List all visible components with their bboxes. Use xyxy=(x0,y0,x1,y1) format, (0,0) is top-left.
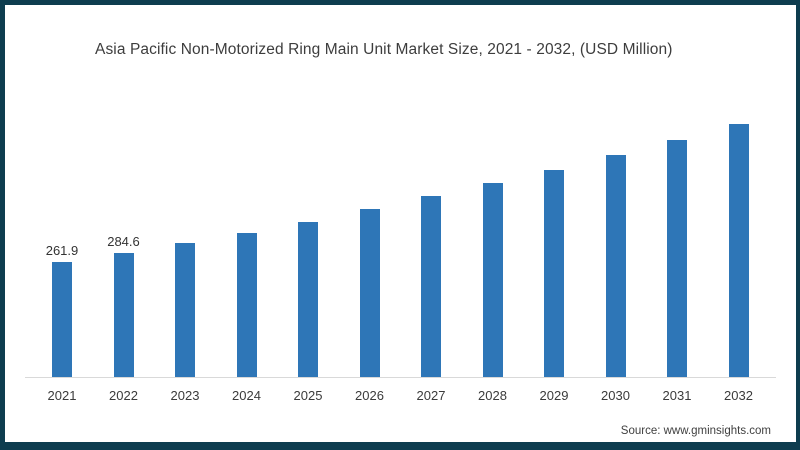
x-axis-label-2031: 2031 xyxy=(662,388,692,403)
x-axis-label-2032: 2032 xyxy=(724,388,753,403)
bar-2026 xyxy=(359,209,380,377)
x-axis-label-2029: 2029 xyxy=(539,388,569,403)
x-axis-line xyxy=(25,377,776,378)
source-text: Source: www.gminsights.com xyxy=(620,425,771,437)
x-axis-label-2027: 2027 xyxy=(416,388,446,403)
bar-2023 xyxy=(175,243,195,377)
plot-area: 2021 261.9 2022 284.6 2023 2024 2025 2026 2027 20… xyxy=(5,5,796,442)
x-axis-label-2025: 2025 xyxy=(293,388,323,403)
x-axis-label-2026: 2026 xyxy=(355,388,384,403)
bar-value-label-2022: 284.6 xyxy=(107,234,140,249)
bar-2024 xyxy=(236,233,257,377)
x-axis-label-2021: 2021 xyxy=(47,388,77,403)
bar-2032 xyxy=(728,124,749,377)
chart-title: Asia Pacific Non-Motorized Ring Main Uni… xyxy=(95,41,673,58)
x-axis-label-2023: 2023 xyxy=(170,388,200,403)
x-axis-label-2030: 2030 xyxy=(601,388,630,403)
bar-2025 xyxy=(298,222,318,377)
bar-2030 xyxy=(605,155,626,377)
x-axis-label-2024: 2024 xyxy=(232,388,261,403)
bar-2031 xyxy=(667,140,687,377)
bar-2021 xyxy=(52,262,72,377)
bar-2022 xyxy=(113,253,134,377)
bar-value-label-2021: 261.9 xyxy=(45,243,79,258)
x-axis-label-2028: 2028 xyxy=(478,388,507,403)
x-axis-label-2022: 2022 xyxy=(109,388,138,403)
bar-2028 xyxy=(482,183,503,377)
bar-2029 xyxy=(544,170,564,377)
bar-2027 xyxy=(421,196,441,377)
